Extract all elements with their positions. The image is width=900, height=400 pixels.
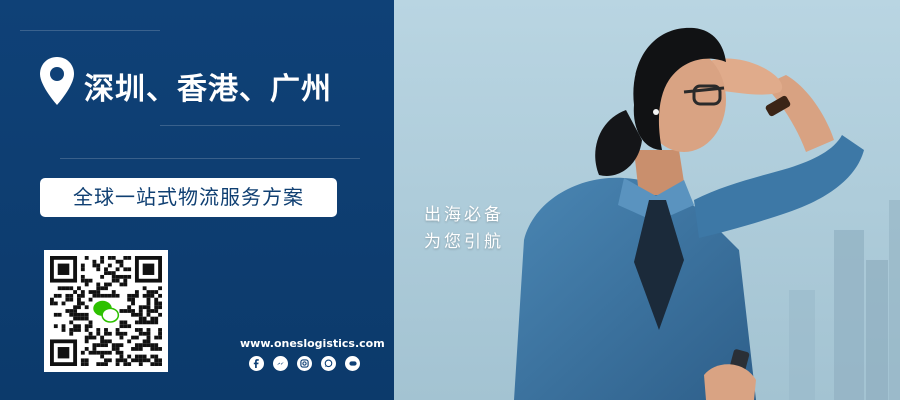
hero-photo (394, 0, 900, 400)
qr-code-graphic (50, 256, 162, 366)
website-link[interactable]: www.oneslogistics.com (240, 337, 385, 350)
service-cities-heading: 深圳、香港、广州 (84, 72, 332, 107)
wechat-qr-code[interactable] (44, 250, 168, 372)
decorative-rule (60, 158, 360, 159)
whatsapp-icon[interactable] (321, 356, 336, 371)
decorative-rule (160, 125, 340, 126)
woman-looking-into-distance-illustration (394, 0, 900, 400)
slogan-line-1: 出海必备 (424, 205, 504, 225)
messenger-icon[interactable] (273, 356, 288, 371)
decorative-rule (20, 30, 160, 31)
instagram-icon[interactable] (297, 356, 312, 371)
left-panel: 深圳、香港、广州 全球一站式物流服务方案 www.oneslogistics.c… (0, 0, 394, 400)
slogan-line-2: 为您引航 (424, 232, 504, 252)
map-pin-icon (38, 56, 76, 106)
line-icon[interactable] (345, 356, 360, 371)
service-tagline-badge: 全球一站式物流服务方案 (40, 178, 337, 217)
facebook-icon[interactable] (249, 356, 264, 371)
social-links (249, 356, 360, 371)
